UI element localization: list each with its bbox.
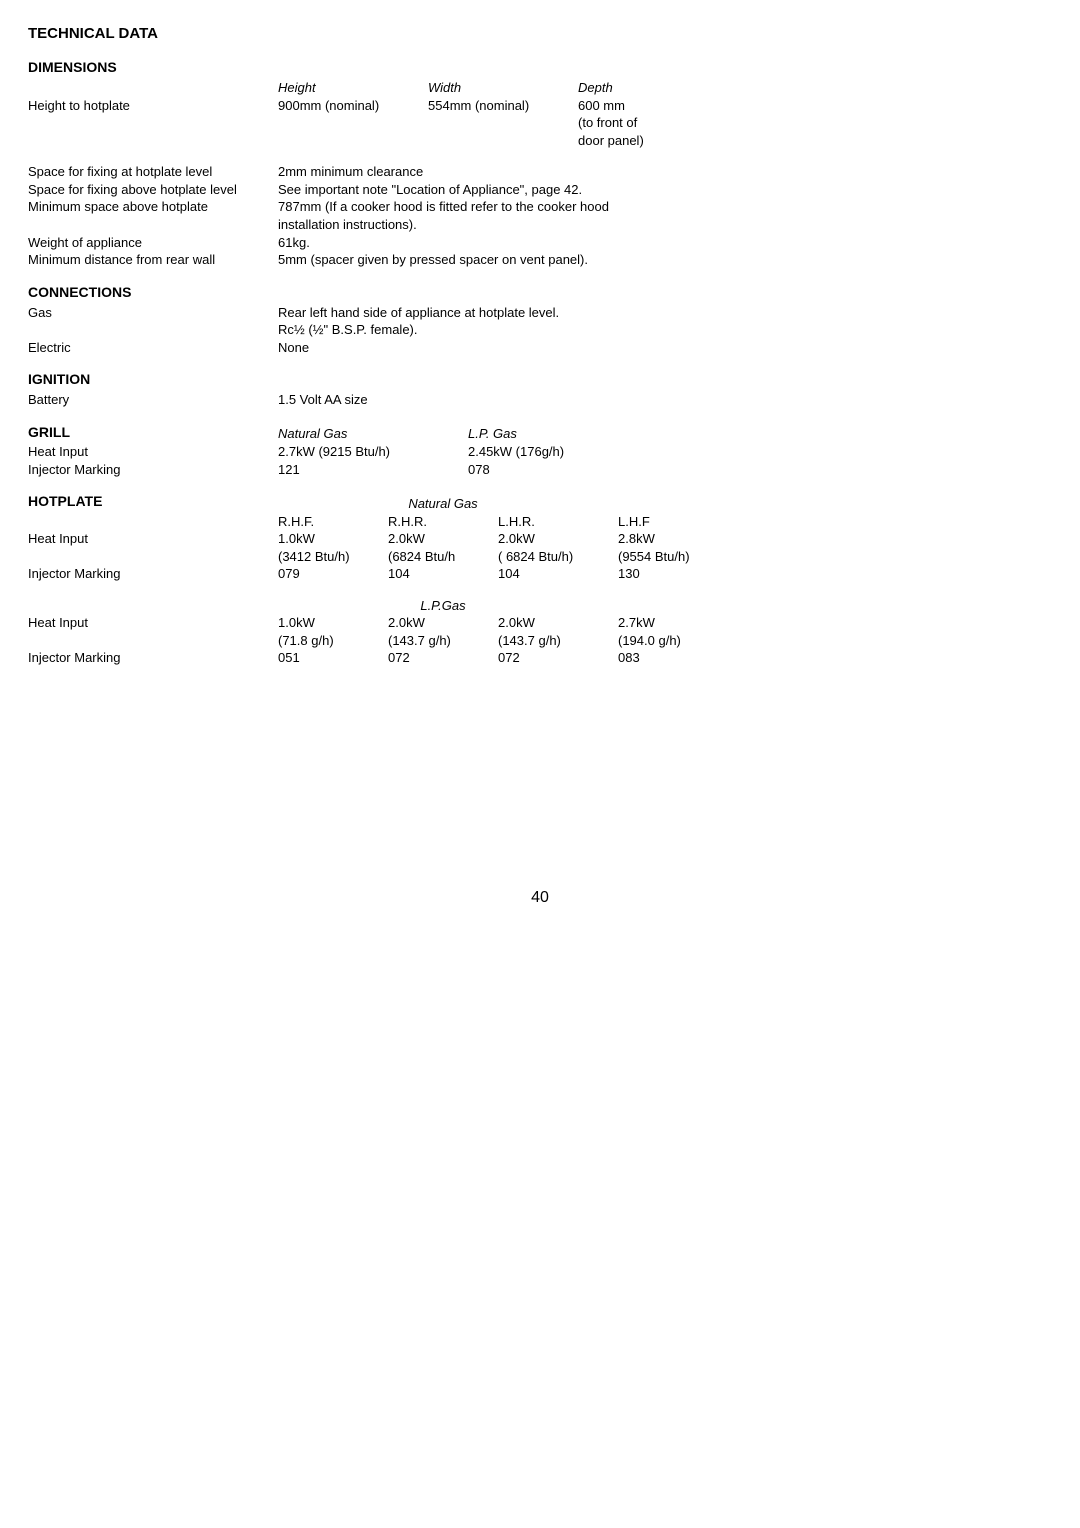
val-lp: 078 (468, 461, 618, 479)
value: 2mm minimum clearance (278, 163, 1052, 181)
value-1: 787mm (If a cooker hood is fitted refer … (278, 198, 1052, 216)
b: 2.0kW (388, 530, 498, 548)
a: 1.0kW (278, 614, 388, 632)
label: Space for fixing at hotplate level (28, 163, 278, 181)
d: (9554 Btu/h) (618, 548, 738, 566)
label: Minimum distance from rear wall (28, 251, 278, 269)
hotplate-lp-label-row: L.P.Gas (28, 597, 1052, 615)
hotplate-lp-heat-r2: (71.8 g/h) (143.7 g/h) (143.7 g/h) (194.… (28, 632, 1052, 650)
value: 5mm (spacer given by pressed spacer on v… (278, 251, 1052, 269)
c: ( 6824 Btu/h) (498, 548, 618, 566)
c: 2.0kW (498, 530, 618, 548)
height-to-hotplate-row: Height to hotplate 900mm (nominal) 554mm… (28, 97, 1052, 150)
min-space-above-row: Minimum space above hotplate 787mm (If a… (28, 198, 1052, 233)
d: (194.0 g/h) (618, 632, 738, 650)
page-title: TECHNICAL DATA (28, 24, 1052, 44)
col-ng: Natural Gas (278, 425, 468, 443)
val-ng: 121 (278, 461, 468, 479)
label: Heat Input (28, 530, 278, 548)
space-fixing-hotplate-row: Space for fixing at hotplate level 2mm m… (28, 163, 1052, 181)
value: See important note "Location of Applianc… (278, 181, 1052, 199)
weight-row: Weight of appliance 61kg. (28, 234, 1052, 252)
hotplate-lp-heat-r1: Heat Input 1.0kW 2.0kW 2.0kW 2.7kW (28, 614, 1052, 632)
a: 1.0kW (278, 530, 388, 548)
gas-row: Gas Rear left hand side of appliance at … (28, 304, 1052, 339)
label: Height to hotplate (28, 97, 278, 150)
col-lhf: L.H.F (618, 513, 738, 531)
a: (3412 Btu/h) (278, 548, 388, 566)
d: 130 (618, 565, 738, 583)
label: Electric (28, 339, 278, 357)
ng-label: Natural Gas (388, 495, 498, 513)
col-lp: L.P. Gas (468, 425, 618, 443)
c: (143.7 g/h) (498, 632, 618, 650)
hotplate-ng-label-row: Natural Gas (28, 495, 1052, 513)
col-rhf: R.H.F. (278, 513, 388, 531)
value: 1.5 Volt AA size (278, 391, 1052, 409)
label: Minimum space above hotplate (28, 198, 278, 233)
b: 072 (388, 649, 498, 667)
a: 051 (278, 649, 388, 667)
grill-heat-row: Heat Input 2.7kW (9215 Btu/h) 2.45kW (17… (28, 443, 1052, 461)
label: Heat Input (28, 443, 278, 461)
value-2: Rc½ (½" B.S.P. female). (278, 321, 1052, 339)
col-width: Width (428, 79, 578, 97)
d: 083 (618, 649, 738, 667)
val-ng: 2.7kW (9215 Btu/h) (278, 443, 468, 461)
hotplate-heat-r2: (3412 Btu/h) (6824 Btu/h ( 6824 Btu/h) (… (28, 548, 1052, 566)
dimensions-heading: DIMENSIONS (28, 58, 1052, 77)
value-1: Rear left hand side of appliance at hotp… (278, 304, 1052, 322)
val-depth-2: (to front of (578, 114, 728, 132)
val-depth-1: 600 mm (578, 97, 728, 115)
col-height: Height (278, 79, 428, 97)
space-fixing-above-row: Space for fixing above hotplate level Se… (28, 181, 1052, 199)
dim-header-row: Height Width Depth (28, 79, 1052, 97)
min-dist-rear-row: Minimum distance from rear wall 5mm (spa… (28, 251, 1052, 269)
c: 104 (498, 565, 618, 583)
value: None (278, 339, 1052, 357)
page-number: 40 (28, 887, 1052, 909)
label: Battery (28, 391, 278, 409)
label: Injector Marking (28, 649, 278, 667)
value-2: installation instructions). (278, 216, 1052, 234)
ignition-heading: IGNITION (28, 370, 1052, 389)
b: (6824 Btu/h (388, 548, 498, 566)
val-height: 900mm (nominal) (278, 97, 428, 150)
b: (143.7 g/h) (388, 632, 498, 650)
val-depth-3: door panel) (578, 132, 728, 150)
hotplate-injector-row: Injector Marking 079 104 104 130 (28, 565, 1052, 583)
col-lhr: L.H.R. (498, 513, 618, 531)
label: Heat Input (28, 614, 278, 632)
d: 2.8kW (618, 530, 738, 548)
col-rhr: R.H.R. (388, 513, 498, 531)
hotplate-lp-injector-row: Injector Marking 051 072 072 083 (28, 649, 1052, 667)
battery-row: Battery 1.5 Volt AA size (28, 391, 1052, 409)
label: Injector Marking (28, 565, 278, 583)
hotplate-heat-r1: Heat Input 1.0kW 2.0kW 2.0kW 2.8kW (28, 530, 1052, 548)
label: Weight of appliance (28, 234, 278, 252)
val-width: 554mm (nominal) (428, 97, 578, 150)
d: 2.7kW (618, 614, 738, 632)
b: 104 (388, 565, 498, 583)
hotplate-cols-row: R.H.F. R.H.R. L.H.R. L.H.F (28, 513, 1052, 531)
a: (71.8 g/h) (278, 632, 388, 650)
label: Space for fixing above hotplate level (28, 181, 278, 199)
a: 079 (278, 565, 388, 583)
lp-label: L.P.Gas (388, 597, 498, 615)
value: 61kg. (278, 234, 1052, 252)
grill-header-row: Natural Gas L.P. Gas (28, 425, 1052, 443)
electric-row: Electric None (28, 339, 1052, 357)
connections-heading: CONNECTIONS (28, 283, 1052, 302)
label: Injector Marking (28, 461, 278, 479)
b: 2.0kW (388, 614, 498, 632)
c: 072 (498, 649, 618, 667)
val-lp: 2.45kW (176g/h) (468, 443, 618, 461)
col-depth: Depth (578, 79, 728, 97)
label: Gas (28, 304, 278, 339)
grill-injector-row: Injector Marking 121 078 (28, 461, 1052, 479)
c: 2.0kW (498, 614, 618, 632)
